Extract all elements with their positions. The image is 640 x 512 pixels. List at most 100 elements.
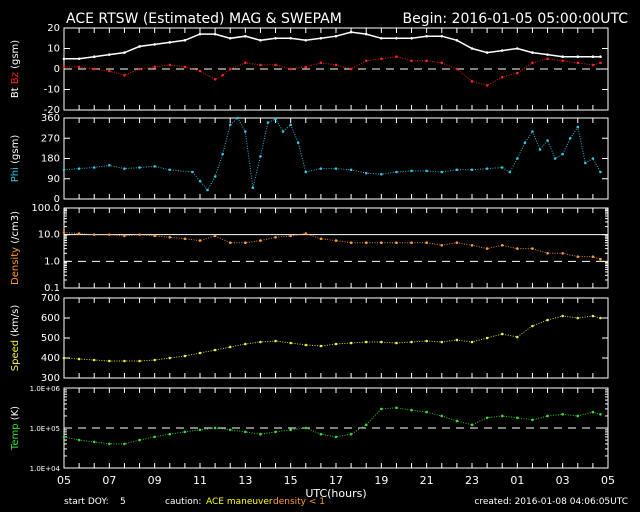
data-point (274, 36, 277, 40)
data-point (108, 233, 111, 236)
data-point (561, 314, 564, 318)
data-point (561, 413, 564, 416)
data-point (153, 234, 156, 238)
y-tick-label: 10.0 (38, 230, 60, 241)
data-point (198, 179, 202, 183)
data-point (198, 69, 202, 73)
data-point (425, 59, 428, 63)
data-point (470, 423, 474, 427)
data-point (576, 125, 580, 129)
data-point (259, 340, 262, 344)
data-point (138, 359, 141, 363)
data-point (183, 237, 187, 241)
y-tick-label: 300 (41, 373, 60, 384)
y-axis-label: Phi (gsm) (10, 135, 21, 183)
data-point (410, 169, 413, 173)
data-point (425, 410, 428, 414)
data-point (266, 121, 270, 124)
data-point (251, 186, 255, 190)
data-point (470, 168, 474, 172)
y-tick-label: 400 (41, 353, 60, 364)
data-point (553, 157, 557, 160)
series-speed (62, 314, 602, 363)
data-point (92, 358, 96, 362)
data-point (380, 57, 383, 61)
data-point (546, 252, 549, 255)
data-point (364, 171, 368, 175)
data-point (334, 239, 338, 242)
data-point (440, 243, 444, 247)
data-point (304, 170, 308, 174)
data-point (500, 166, 504, 169)
data-point (380, 36, 383, 40)
data-point (62, 435, 66, 439)
data-point (531, 61, 534, 65)
panel-frame (63, 297, 609, 379)
data-point (304, 39, 308, 42)
data-point (183, 354, 187, 358)
data-point (259, 432, 262, 436)
data-point (599, 316, 602, 320)
panel-mag: -20 -10 0 10 20 Bt Bz (gsm) (10, 23, 609, 116)
data-point (591, 63, 595, 67)
data-point (334, 342, 338, 346)
y-axis-label: Temp (K) (10, 406, 21, 451)
data-point (599, 55, 602, 58)
data-point (395, 241, 398, 244)
data-point (123, 442, 126, 446)
data-point (334, 63, 338, 67)
y-tick-label: 1.0 (44, 256, 60, 267)
data-point (584, 161, 587, 165)
data-point (123, 359, 126, 363)
x-tick-label: 13 (238, 474, 252, 487)
data-point (304, 232, 308, 235)
data-point (92, 166, 96, 169)
y-tick-label: 100.0 (31, 203, 60, 214)
data-point (213, 175, 217, 178)
data-point (138, 67, 141, 71)
data-point (395, 36, 398, 40)
data-point (349, 432, 353, 436)
x-tick-label: 01 (510, 474, 524, 487)
y-tick-label: 600 (41, 313, 60, 324)
data-point (485, 167, 489, 170)
data-point (213, 426, 217, 430)
data-point (304, 65, 308, 69)
data-point (319, 344, 323, 348)
data-point (364, 59, 368, 63)
data-point (244, 130, 247, 133)
data-point (62, 356, 66, 360)
data-point (485, 416, 489, 420)
data-point (138, 438, 141, 442)
data-point (228, 241, 232, 244)
data-point (198, 32, 202, 36)
data-point (334, 167, 338, 170)
data-point (440, 61, 444, 65)
data-point (380, 340, 383, 344)
data-point (244, 241, 247, 244)
data-point (591, 314, 595, 318)
data-point (380, 241, 383, 244)
data-point (561, 59, 564, 63)
data-point (108, 442, 111, 446)
x-tick-label: 05 (57, 474, 71, 487)
data-point (500, 75, 504, 79)
data-point (531, 51, 534, 54)
data-point (531, 418, 534, 422)
y-tick-label: 270 (41, 133, 60, 144)
panel-frame (63, 117, 609, 200)
series-bt (62, 30, 602, 61)
data-point (206, 188, 209, 192)
data-point (274, 430, 277, 434)
data-point (395, 55, 398, 58)
data-point (440, 340, 444, 344)
data-point (289, 234, 292, 238)
data-point (410, 36, 413, 40)
data-point (228, 428, 232, 432)
data-point (440, 170, 444, 174)
data-point (319, 167, 323, 170)
panel-phi: 0 90 180 270 360 Phi (gsm) (10, 113, 609, 205)
data-point (395, 406, 398, 410)
caution-maneuver: ACE maneuver (206, 497, 273, 507)
data-point (274, 117, 277, 121)
